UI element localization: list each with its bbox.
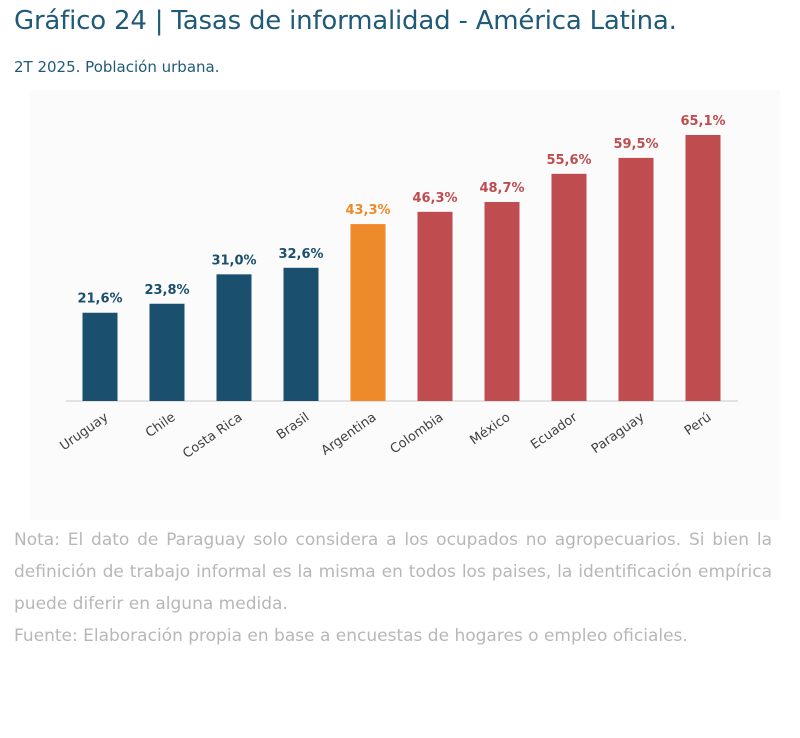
- x-tick-label: Argentina: [319, 410, 380, 459]
- bar-costa-rica: [216, 274, 252, 401]
- bar-brasil: [283, 267, 319, 401]
- note-text: Nota: El dato de Paraguay solo considera…: [14, 530, 772, 614]
- x-tick-label: Uruguay: [57, 410, 111, 454]
- chart-area: 21,6% Uruguay 23,8% Chile 31,0% Costa Rica 32,…: [30, 90, 780, 520]
- bar-colombia: [417, 211, 453, 401]
- source-text: Fuente: Elaboración propia en base a enc…: [14, 626, 688, 646]
- data-label: 65,1%: [680, 114, 725, 129]
- x-tick-label: Ecuador: [528, 410, 581, 453]
- bar-paraguay: [618, 157, 654, 401]
- data-label: 59,5%: [613, 137, 658, 152]
- chart-subtitle: 2T 2025. Población urbana.: [14, 58, 220, 76]
- x-tick-label: Brasil: [274, 410, 312, 443]
- data-label: 23,8%: [144, 283, 189, 298]
- bar-perú: [685, 135, 721, 401]
- data-label: 48,7%: [479, 181, 524, 196]
- x-tick-label: Costa Rica: [180, 410, 245, 462]
- bar-chile: [149, 303, 185, 401]
- bar-chart: 21,6% Uruguay 23,8% Chile 31,0% Costa Rica 32,…: [57, 114, 738, 462]
- x-tick-label: Perú: [682, 410, 714, 439]
- x-tick-label: Chile: [143, 410, 178, 441]
- bar-uruguay: [82, 312, 118, 401]
- data-label: 31,0%: [211, 253, 256, 268]
- x-tick-label: Colombia: [388, 410, 447, 457]
- bar-méxico: [484, 202, 520, 401]
- data-label: 21,6%: [77, 292, 122, 307]
- chart-title: Gráfico 24 | Tasas de informalidad - Amé…: [14, 6, 677, 36]
- x-tick-label: México: [467, 410, 513, 448]
- data-label: 55,6%: [546, 153, 591, 168]
- chart-notes: Nota: El dato de Paraguay solo considera…: [14, 524, 772, 652]
- bar-ecuador: [551, 173, 587, 401]
- data-label: 46,3%: [412, 191, 457, 206]
- bar-argentina: [350, 224, 386, 401]
- data-label: 32,6%: [278, 247, 323, 262]
- data-label: 43,3%: [345, 203, 390, 218]
- x-tick-label: Paraguay: [589, 410, 648, 457]
